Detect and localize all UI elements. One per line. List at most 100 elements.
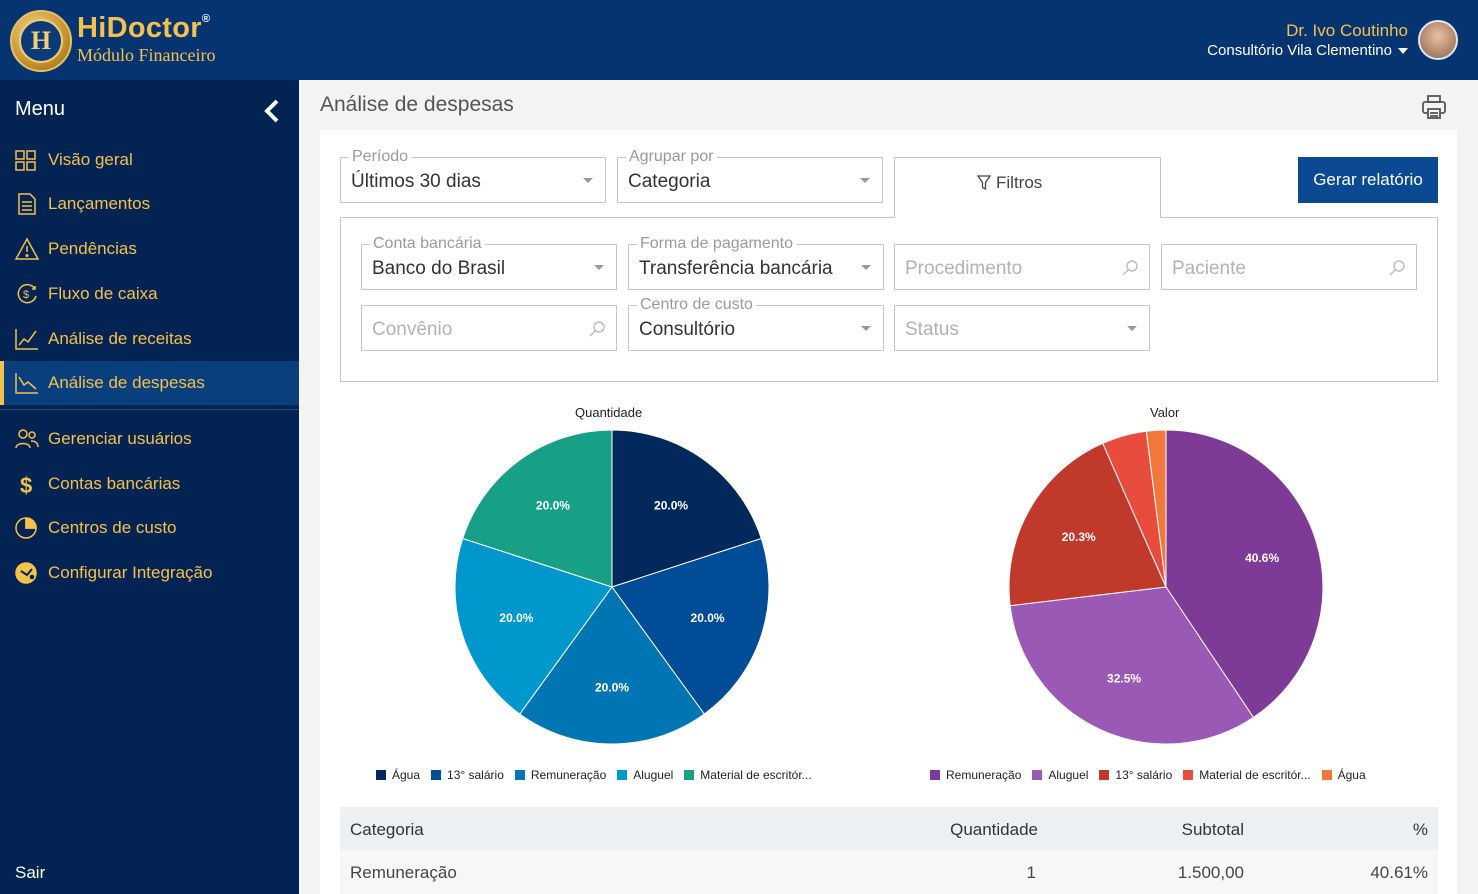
pie-slice[interactable]: [454, 537, 613, 715]
legend-label: Material de escritór...: [700, 768, 812, 782]
legend-swatch: [514, 770, 525, 780]
column-header-percent[interactable]: %: [1412, 820, 1428, 839]
report-card: Período Últimos 30 dias Agrupar por Cate…: [320, 130, 1457, 894]
sidebar-item-analise-despesas[interactable]: Análise de despesas: [0, 361, 299, 405]
clinic-selector[interactable]: Consultório Vila Clementino: [1207, 42, 1408, 59]
pie-slice[interactable]: [1145, 429, 1167, 588]
table-header: Categoria Quantidade Subtotal %: [340, 807, 1438, 850]
insurance-search-input[interactable]: Convênio: [361, 305, 617, 351]
sidebar-item-fluxo-de-caixa[interactable]: $ Fluxo de caixa: [0, 272, 299, 316]
main-content: Análise de despesas Período Últimos 30 d…: [299, 80, 1478, 894]
bank-account-select[interactable]: Conta bancária Banco do Brasil: [361, 235, 617, 290]
legend-label: Água: [1337, 768, 1366, 782]
period-value: Últimos 30 dias: [351, 171, 481, 192]
dropdown-arrow-icon: [861, 265, 871, 270]
pie-slice[interactable]: [519, 586, 705, 745]
pie-slice[interactable]: [462, 429, 613, 588]
column-header-quantity[interactable]: Quantidade: [950, 820, 1038, 839]
procedure-search-input[interactable]: Procedimento: [894, 244, 1150, 290]
sidebar-item-visao-geral[interactable]: Visão geral: [0, 138, 299, 182]
sidebar-item-gerenciar-usuarios[interactable]: Gerenciar usuários: [0, 417, 299, 461]
legend-item[interactable]: Material de escritór...: [684, 768, 812, 782]
integration-icon: [15, 562, 37, 584]
legend-item[interactable]: 13° salário: [431, 768, 504, 782]
table-row[interactable]: Remuneração 1 1.500,00 40.61%: [340, 850, 1438, 894]
payment-method-select[interactable]: Forma de pagamento Transferência bancári…: [628, 235, 884, 290]
cell-percent: 40.61%: [1370, 863, 1428, 882]
sidebar-item-label: Lançamentos: [48, 194, 151, 213]
pie-slice[interactable]: [1165, 429, 1324, 719]
legend-label: Material de escritór...: [1199, 768, 1311, 782]
cell-quantity: 1: [1026, 863, 1036, 882]
patient-placeholder: Paciente: [1172, 258, 1246, 279]
printer-icon[interactable]: [1421, 94, 1447, 120]
legend-item[interactable]: 13° salário: [1099, 768, 1172, 782]
sidebar-item-configurar-integracao[interactable]: Configurar Integração: [0, 551, 299, 595]
pie-icon: [15, 517, 37, 539]
legend-swatch: [617, 770, 628, 780]
sidebar-item-label: Contas bancárias: [48, 474, 181, 493]
pie-slice[interactable]: [611, 429, 762, 588]
slice-data-label: 20.0%: [654, 499, 688, 513]
patient-search-input[interactable]: Paciente: [1161, 244, 1417, 290]
legend-item[interactable]: Material de escritór...: [1183, 768, 1311, 782]
cell-category: Remuneração: [350, 863, 457, 882]
legend-swatch: [1321, 770, 1332, 780]
chevron-left-icon[interactable]: [262, 98, 282, 124]
sidebar-item-label: Visão geral: [48, 150, 133, 169]
brand-subtitle: Módulo Financeiro: [77, 45, 216, 65]
svg-text:$: $: [23, 289, 29, 301]
hidoctor-logo: H: [10, 10, 72, 72]
legend-swatch: [1183, 770, 1194, 780]
pie-slice[interactable]: [1009, 586, 1255, 745]
cost-center-label: Centro de custo: [637, 296, 756, 314]
period-select[interactable]: Período Últimos 30 dias: [340, 148, 606, 203]
group-by-select[interactable]: Agrupar por Categoria: [617, 148, 883, 203]
sidebar-item-contas-bancarias[interactable]: $ Contas bancárias: [0, 462, 299, 506]
legend-label: Remuneração: [530, 768, 607, 782]
sidebar-item-pendencias[interactable]: Pendências: [0, 227, 299, 271]
user-name[interactable]: Dr. Ivo Coutinho: [1286, 21, 1408, 40]
legend-item[interactable]: Água: [1321, 768, 1366, 782]
legend-swatch: [684, 770, 695, 780]
cost-center-value: Consultório: [639, 319, 736, 340]
legend-item[interactable]: Remuneração: [514, 768, 607, 782]
avatar[interactable]: [1418, 20, 1458, 60]
sidebar-item-lancamentos[interactable]: Lançamentos: [0, 182, 299, 226]
sidebar-item-label: Configurar Integração: [48, 563, 213, 582]
app-header: H HiDoctor® Módulo Financeiro Dr. Ivo Co…: [0, 0, 1478, 80]
legend-item[interactable]: Aluguel: [617, 768, 673, 782]
period-label: Período: [349, 148, 412, 166]
column-header-subtotal[interactable]: Subtotal: [1181, 820, 1244, 839]
insurance-placeholder: Convênio: [372, 319, 453, 340]
filters-panel: Conta bancária Banco do Brasil Forma de …: [340, 217, 1438, 382]
slice-data-label: 32.5%: [1107, 671, 1141, 685]
sidebar-item-label: Análise de receitas: [48, 329, 192, 348]
slice-data-label: 40.6%: [1245, 551, 1279, 565]
registered-mark: ®: [201, 13, 211, 26]
generate-report-button[interactable]: Gerar relatório: [1298, 157, 1438, 203]
pie-slice[interactable]: [1008, 442, 1167, 607]
payment-method-value: Transferência bancária: [639, 258, 833, 279]
bank-account-value: Banco do Brasil: [372, 258, 506, 279]
legend-swatch: [1099, 770, 1110, 780]
column-header-category[interactable]: Categoria: [350, 820, 424, 839]
dropdown-arrow-icon: [583, 178, 593, 183]
sidebar-item-centros-de-custo[interactable]: Centros de custo: [0, 506, 299, 550]
legend-item[interactable]: Água: [376, 768, 420, 782]
status-select[interactable]: Status: [894, 305, 1150, 351]
cost-center-select[interactable]: Centro de custo Consultório: [628, 296, 884, 351]
logout-link[interactable]: Sair: [15, 863, 46, 882]
slice-data-label: 20.0%: [499, 611, 533, 625]
legend-item[interactable]: Remuneração: [930, 768, 1021, 782]
sidebar-item-label: Fluxo de caixa: [48, 284, 158, 303]
sidebar-item-analise-receitas[interactable]: Análise de receitas: [0, 317, 299, 361]
legend-item[interactable]: Aluguel: [1032, 768, 1088, 782]
dollar-icon: $: [20, 473, 32, 496]
search-icon: [1389, 260, 1405, 276]
slice-data-label: 20.0%: [691, 611, 725, 625]
filters-tab[interactable]: Filtros: [894, 157, 1161, 218]
legend-label: 13° salário: [1115, 768, 1173, 782]
warning-icon: [14, 237, 40, 260]
pie-slice[interactable]: [611, 537, 770, 715]
